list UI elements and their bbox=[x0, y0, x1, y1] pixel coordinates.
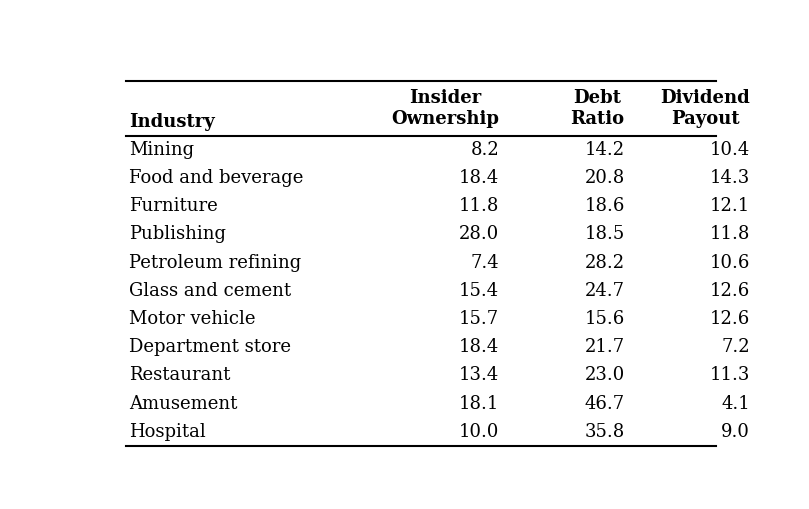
Text: Debt
Ratio: Debt Ratio bbox=[570, 89, 625, 128]
Text: 15.6: 15.6 bbox=[584, 310, 625, 328]
Text: Amusement: Amusement bbox=[129, 394, 238, 413]
Text: 46.7: 46.7 bbox=[585, 394, 625, 413]
Text: 12.1: 12.1 bbox=[709, 197, 750, 215]
Text: Petroleum refining: Petroleum refining bbox=[129, 253, 302, 271]
Text: 11.3: 11.3 bbox=[709, 366, 750, 384]
Text: 18.1: 18.1 bbox=[459, 394, 499, 413]
Text: 14.3: 14.3 bbox=[709, 169, 750, 187]
Text: Department store: Department store bbox=[129, 338, 291, 356]
Text: 11.8: 11.8 bbox=[709, 225, 750, 243]
Text: Mining: Mining bbox=[129, 140, 194, 159]
Text: 24.7: 24.7 bbox=[585, 282, 625, 300]
Text: 23.0: 23.0 bbox=[584, 366, 625, 384]
Text: 18.6: 18.6 bbox=[584, 197, 625, 215]
Text: 35.8: 35.8 bbox=[584, 423, 625, 441]
Text: 28.0: 28.0 bbox=[459, 225, 499, 243]
Text: Restaurant: Restaurant bbox=[129, 366, 231, 384]
Text: 14.2: 14.2 bbox=[585, 140, 625, 159]
Text: 10.0: 10.0 bbox=[459, 423, 499, 441]
Text: 15.4: 15.4 bbox=[460, 282, 499, 300]
Text: Hospital: Hospital bbox=[129, 423, 206, 441]
Text: Insider
Ownership: Insider Ownership bbox=[392, 89, 499, 128]
Text: 4.1: 4.1 bbox=[722, 394, 750, 413]
Text: 10.4: 10.4 bbox=[709, 140, 750, 159]
Text: 8.2: 8.2 bbox=[471, 140, 499, 159]
Text: 18.4: 18.4 bbox=[459, 169, 499, 187]
Text: 18.4: 18.4 bbox=[459, 338, 499, 356]
Text: 11.8: 11.8 bbox=[459, 197, 499, 215]
Text: 10.6: 10.6 bbox=[709, 253, 750, 271]
Text: 13.4: 13.4 bbox=[459, 366, 499, 384]
Text: Motor vehicle: Motor vehicle bbox=[129, 310, 256, 328]
Text: 15.7: 15.7 bbox=[460, 310, 499, 328]
Text: 18.5: 18.5 bbox=[584, 225, 625, 243]
Text: Dividend
Payout: Dividend Payout bbox=[660, 89, 750, 128]
Text: 12.6: 12.6 bbox=[709, 310, 750, 328]
Text: 20.8: 20.8 bbox=[584, 169, 625, 187]
Text: Industry: Industry bbox=[129, 113, 215, 131]
Text: Food and beverage: Food and beverage bbox=[129, 169, 303, 187]
Text: Glass and cement: Glass and cement bbox=[129, 282, 291, 300]
Text: 9.0: 9.0 bbox=[721, 423, 750, 441]
Text: Furniture: Furniture bbox=[129, 197, 218, 215]
Text: 21.7: 21.7 bbox=[585, 338, 625, 356]
Text: 7.2: 7.2 bbox=[722, 338, 750, 356]
Text: Publishing: Publishing bbox=[129, 225, 227, 243]
Text: 28.2: 28.2 bbox=[585, 253, 625, 271]
Text: 7.4: 7.4 bbox=[471, 253, 499, 271]
Text: 12.6: 12.6 bbox=[709, 282, 750, 300]
